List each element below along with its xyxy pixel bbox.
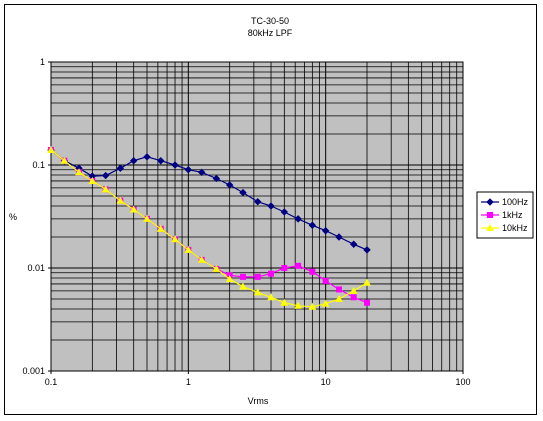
grid-lines (51, 62, 463, 371)
data-point (171, 235, 179, 243)
data-point (88, 176, 97, 184)
data-point (101, 171, 110, 180)
data-point (349, 286, 358, 294)
data-point (197, 168, 206, 176)
data-point (335, 286, 342, 293)
y-tick-label: 0.01 (27, 263, 45, 273)
data-point (197, 255, 206, 263)
data-point (239, 188, 247, 197)
series-10kHz (47, 145, 371, 310)
data-point (129, 157, 138, 165)
y-tick-label: 1 (40, 57, 45, 67)
data-point (143, 153, 151, 161)
data-point (239, 273, 246, 280)
data-point (294, 301, 302, 309)
data-point (280, 298, 289, 306)
data-point (267, 202, 275, 210)
data-point (267, 293, 275, 301)
data-point (143, 214, 151, 222)
data-point (308, 221, 317, 229)
data-point (184, 166, 193, 174)
data-point (350, 294, 357, 301)
plot-area (50, 61, 464, 372)
data-point (363, 278, 371, 286)
legend-swatch-marker (486, 198, 494, 206)
y-axis-label: % (9, 212, 17, 222)
data-point (294, 215, 302, 223)
legend-swatch-marker (486, 223, 494, 231)
data-point (184, 245, 193, 253)
data-point (47, 145, 55, 153)
data-point (364, 299, 371, 306)
x-axis-label: Vrms (248, 396, 269, 406)
data-point (101, 185, 110, 193)
data-point (116, 164, 125, 172)
x-tick-label: 100 (455, 377, 470, 387)
legend-item: 1kHz (481, 210, 523, 220)
legend-label: 100Hz (502, 197, 529, 207)
data-point (75, 168, 83, 176)
y-tick-label: 0.001 (22, 366, 45, 376)
data-point (129, 205, 138, 213)
data-point (280, 208, 289, 216)
data-point (254, 273, 261, 280)
data-point (116, 196, 125, 204)
data-point (254, 198, 262, 206)
data-point (60, 156, 69, 164)
chart-subtitle: 80kHz LPF (248, 28, 293, 38)
axis-ticks: 0.1 1 10 100 1 0.1 0.01 0.001 (22, 57, 470, 387)
data-point (321, 299, 330, 307)
x-tick-label: 1 (186, 377, 191, 387)
data-point (157, 157, 165, 165)
chart-title: TC-30-50 (251, 16, 289, 26)
data-point (212, 174, 221, 183)
data-point (335, 233, 343, 241)
data-point (253, 288, 262, 296)
data-point (225, 275, 234, 283)
data-point (309, 268, 316, 275)
data-point (295, 262, 302, 269)
series-line (50, 149, 368, 308)
y-tick-label: 0.1 (32, 160, 45, 170)
data-point (308, 302, 317, 310)
series-layer (47, 145, 371, 310)
data-point (322, 277, 329, 284)
data-point (321, 227, 330, 235)
data-point (335, 294, 343, 303)
data-point (363, 246, 371, 254)
data-point (349, 240, 358, 248)
x-tick-label: 0.1 (45, 377, 58, 387)
data-point (281, 265, 288, 271)
legend-item: 10kHz (481, 223, 528, 233)
legend-swatch-marker (487, 212, 493, 218)
data-point (156, 224, 165, 232)
legend-item: 100Hz (481, 197, 529, 207)
data-point (171, 161, 179, 169)
data-point (239, 282, 247, 290)
legend-label: 10kHz (502, 223, 528, 233)
data-point (212, 264, 221, 272)
x-tick-label: 10 (321, 377, 331, 387)
data-point (225, 181, 234, 189)
legend: 100Hz 1kHz 10kHz (476, 191, 534, 239)
legend-label: 1kHz (502, 210, 523, 220)
data-point (268, 270, 275, 277)
